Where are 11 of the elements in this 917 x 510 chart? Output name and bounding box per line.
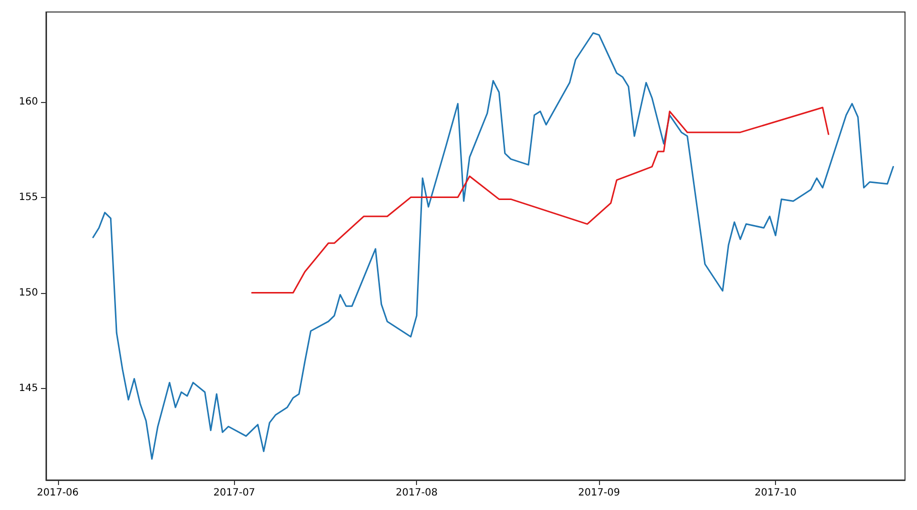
line-series <box>92 32 894 460</box>
x-tick-label: 2017-10 <box>754 488 796 498</box>
x-tick-label: 2017-09 <box>578 488 620 498</box>
x-tick-label: 2017-07 <box>213 488 256 498</box>
y-tick-label: 145 <box>18 382 38 394</box>
x-tick-label: 2017-08 <box>396 488 438 498</box>
x-tick-label: 2017-06 <box>36 488 79 498</box>
y-tick-label: 150 <box>18 287 38 298</box>
y-tick-label: 155 <box>18 192 38 203</box>
y-tick-label: 160 <box>18 96 38 108</box>
line-series <box>251 106 830 294</box>
